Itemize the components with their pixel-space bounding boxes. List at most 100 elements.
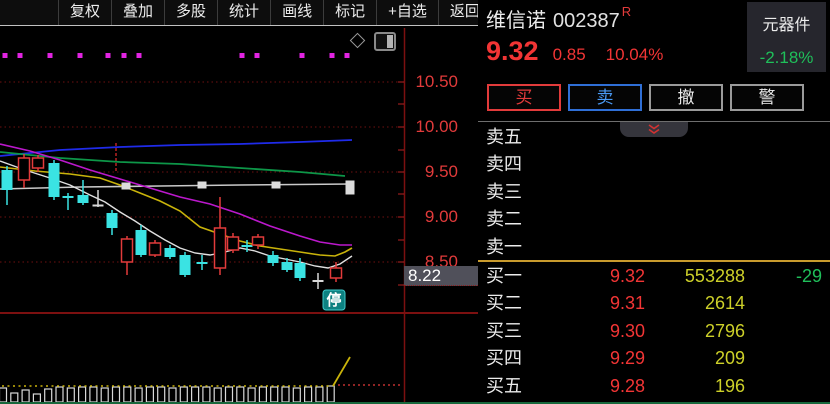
sell-row-3[interactable]: 卖三: [478, 179, 830, 206]
volume-bar: [326, 385, 335, 403]
halt-badge-box: [322, 289, 346, 311]
signal-mark: [136, 53, 142, 58]
buy-row-4[interactable]: 买四 9.29 209: [478, 345, 830, 372]
ma-square-marker: [345, 187, 355, 195]
volume-bar: [247, 387, 256, 403]
panel-divider: [478, 121, 830, 122]
volume-bar: [213, 387, 222, 403]
candle-up: [17, 157, 31, 181]
volume-bar: [0, 387, 8, 403]
sector-box[interactable]: 元器件 -2.18%: [747, 2, 826, 72]
volume-bar: [100, 387, 109, 403]
sell-button[interactable]: 卖: [568, 84, 642, 111]
sell3-label: 卖三: [486, 181, 522, 202]
buy2-price: 9.31: [609, 293, 645, 314]
volume-bar: [179, 386, 188, 403]
trade-buttons: 买 卖 撤 警: [487, 84, 811, 111]
buy-row-3[interactable]: 买三 9.30 2796: [478, 318, 830, 345]
split-pane-icon[interactable]: [374, 32, 396, 51]
ma-line-blue: [0, 139, 353, 157]
sector-name: 元器件: [762, 17, 811, 34]
diamond-icon[interactable]: [349, 32, 366, 49]
buy2-label: 买二: [486, 293, 522, 314]
volume-bar: [270, 386, 279, 403]
sell1-label: 卖一: [486, 236, 522, 257]
buy1-label: 买一: [486, 266, 522, 286]
volume-bar: [89, 386, 98, 403]
buy3-volume: 2796: [704, 320, 745, 341]
ma-square-marker: [345, 180, 355, 188]
sell2-label: 卖二: [486, 209, 522, 230]
volume-bar: [55, 386, 64, 403]
chart-corner-icons: [348, 31, 398, 53]
volume-bar: [191, 386, 200, 403]
sell-row-5[interactable]: 卖五: [478, 124, 830, 151]
menu-item-tongji[interactable]: 统计: [217, 0, 270, 25]
volume-bar: [10, 392, 19, 403]
buy1-volume: 553288: [684, 266, 745, 286]
volume-ma-spike: [332, 356, 351, 387]
price-row: 9.32 0.85 10.04%: [486, 36, 663, 67]
buy4-label: 买四: [486, 348, 522, 369]
candle-up: [148, 242, 162, 256]
buy1-price: 9.32: [609, 266, 645, 286]
price-pct: 10.04%: [605, 45, 664, 64]
volume-bar: [258, 386, 267, 403]
volume-bar: [111, 386, 121, 403]
halt-badge-text: 停: [326, 291, 341, 309]
top-menubar: 复权 叠加 多股 统计 画线 标记 +自选 返回: [0, 0, 492, 26]
ma-square-marker: [197, 181, 207, 189]
candle-down: [77, 195, 89, 203]
menu-item-fuquan[interactable]: 复权: [58, 0, 111, 25]
signal-mark: [121, 53, 127, 58]
window-bottom-border: [0, 402, 830, 404]
volume-bar: [157, 386, 166, 403]
volume-bar: [202, 386, 211, 403]
margin-flag: R: [621, 4, 632, 19]
candle-up: [213, 227, 227, 269]
volume-bar: [224, 386, 234, 403]
alert-button[interactable]: 警: [730, 84, 804, 111]
buy-row-5[interactable]: 买五 9.28 196: [478, 373, 830, 400]
volume-bar: [281, 386, 290, 403]
volume-bar: [292, 387, 301, 403]
candle-up: [31, 157, 45, 169]
buy-row-1[interactable]: 买一 9.32 553288 -29: [478, 263, 830, 290]
candle-down: [179, 255, 191, 275]
buy5-price: 9.28: [609, 375, 645, 396]
sell-row-1[interactable]: 卖一: [478, 234, 830, 261]
menu-item-biaoji[interactable]: 标记: [323, 0, 376, 25]
buy2-volume: 2614: [704, 293, 745, 314]
ma-square-marker: [121, 182, 131, 190]
sell-row-4[interactable]: 卖四: [478, 151, 830, 178]
sell-order-book: 卖五 卖四 卖三 卖二 卖一: [478, 124, 830, 261]
signal-mark: [344, 53, 350, 58]
volume-bar: [21, 389, 30, 403]
volume-bar: [44, 388, 53, 403]
menu-item-zixuan[interactable]: +自选: [376, 0, 438, 25]
buy5-volume: 196: [714, 375, 745, 396]
axis-label-900: 9.00: [424, 207, 458, 226]
candle-up: [226, 236, 240, 251]
candle-down: [1, 170, 13, 190]
sector-change: -2.18%: [759, 48, 814, 67]
buy3-price: 9.30: [609, 320, 645, 341]
menu-item-huaxian[interactable]: 画线: [270, 0, 323, 25]
candle-down: [281, 262, 293, 270]
sell-row-2[interactable]: 卖二: [478, 206, 830, 233]
menu-item-diejia[interactable]: 叠加: [111, 0, 164, 25]
signal-mark: [254, 53, 260, 58]
stock-name: 维信诺: [486, 10, 546, 32]
axis-label-950: 9.50: [424, 162, 458, 181]
signal-mark: [105, 53, 111, 58]
collapse-tab[interactable]: [620, 122, 688, 137]
volume-bar: [66, 387, 75, 403]
buy-row-2[interactable]: 买二 9.31 2614: [478, 290, 830, 317]
cancel-button[interactable]: 撤: [649, 84, 723, 111]
buy-button[interactable]: 买: [487, 84, 561, 111]
signal-mark: [329, 53, 335, 58]
ma-line-yellow: [0, 166, 353, 257]
orderbook-separator: [478, 260, 830, 262]
menu-item-duogu[interactable]: 多股: [164, 0, 217, 25]
kline-chart[interactable]: 停: [0, 0, 478, 404]
